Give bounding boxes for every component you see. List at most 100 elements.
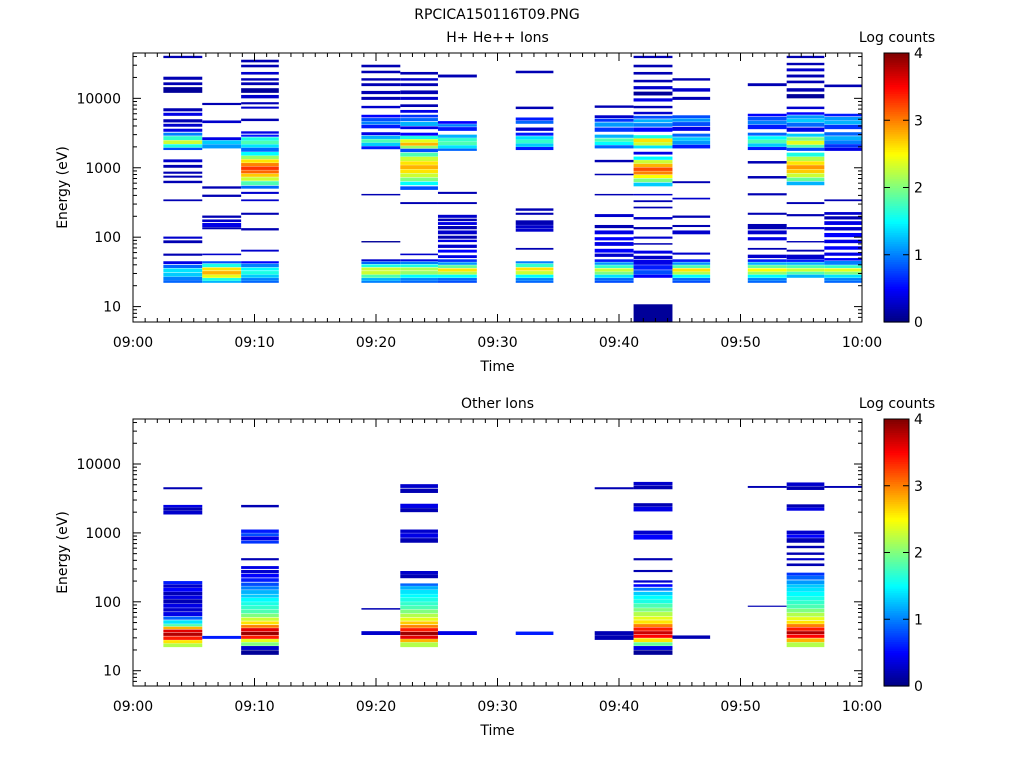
heatmap-cell (400, 642, 438, 648)
heatmap-cell (824, 136, 862, 141)
heatmap-cell (633, 227, 673, 230)
heatmap-cell (163, 608, 203, 612)
heatmap-cell (633, 534, 673, 540)
heatmap-cell (163, 591, 203, 596)
heatmap-cell (786, 68, 825, 72)
colorbar-segment (884, 216, 909, 220)
heatmap-cell (241, 199, 279, 202)
colorbar-segment (884, 461, 909, 465)
colorbar-segment (884, 77, 909, 81)
heatmap-cell (361, 96, 401, 100)
colorbar-segment (884, 441, 909, 445)
heatmap-cell (241, 82, 279, 86)
heatmap-cell (400, 508, 438, 513)
heatmap-cell (786, 563, 825, 567)
heatmap-cell (361, 267, 401, 271)
colorbar-segment (884, 565, 909, 569)
y-axis-label: Energy (eV) (55, 146, 71, 229)
colorbar-segment (884, 579, 909, 583)
heatmap-cell (202, 144, 242, 149)
heatmap-cell (241, 278, 279, 281)
heatmap-cell (672, 215, 711, 218)
colorbar-segment (884, 178, 909, 182)
heatmap-cell (633, 481, 673, 486)
heatmap-cells (163, 55, 862, 322)
colorbar-segment (884, 516, 909, 520)
heatmap-cell (633, 105, 673, 109)
heatmap-cell (786, 274, 825, 278)
heatmap-cell (633, 595, 673, 599)
colorbar-segment (884, 650, 909, 654)
heatmap-cell (824, 199, 862, 202)
heatmap-cell (824, 132, 862, 136)
heatmap-cell (672, 265, 711, 268)
heatmap-cell (361, 105, 401, 109)
colorbar-segment (884, 528, 909, 531)
heatmap-cell (747, 113, 787, 117)
heatmap-cell (633, 64, 673, 68)
heatmap-cell (786, 642, 825, 648)
colorbar-segment (884, 623, 909, 627)
heatmap-cell (163, 632, 203, 636)
x-tick-label: 09:50 (720, 699, 760, 715)
heatmap-cell (163, 507, 203, 511)
heatmap-cell (672, 271, 711, 275)
colorbar-segment (884, 494, 909, 498)
colorbar-segment (884, 151, 909, 155)
colorbar-segment (884, 82, 909, 85)
heatmap-cell (241, 140, 279, 145)
heatmap-cell (437, 121, 477, 124)
colorbar-segment (884, 436, 909, 440)
heatmap-cell (241, 191, 279, 194)
colorbar-segment (884, 297, 909, 301)
colorbar-segment (884, 670, 909, 674)
heatmap-cell (241, 566, 279, 569)
colorbar-segment (884, 209, 909, 213)
heatmap-cell (786, 115, 825, 119)
heatmap-cell (163, 587, 203, 592)
heatmap-cell (747, 485, 787, 488)
heatmap-cell (672, 262, 711, 265)
heatmap-cell (594, 193, 634, 196)
colorbar-segment (884, 120, 909, 124)
heatmap-cell (400, 145, 438, 149)
colorbar-segment (884, 167, 909, 171)
heatmap-cell (747, 278, 787, 281)
heatmap-cell (786, 249, 825, 252)
heatmap-cell (361, 139, 401, 143)
heatmap-cell (633, 145, 673, 149)
colorbar-segment (884, 310, 909, 314)
heatmap-cell (241, 536, 279, 541)
heatmap-cell (672, 635, 711, 639)
colorbar-label: Log counts (859, 30, 935, 46)
heatmap-cell (747, 280, 787, 283)
colorbar-segment (884, 232, 909, 236)
colorbar-segment (884, 454, 909, 458)
heatmap-cell (163, 119, 203, 123)
heatmap-cell (515, 70, 554, 74)
colorbar-segment (884, 439, 909, 442)
heatmap-cell (241, 621, 279, 625)
heatmap-cell (163, 612, 203, 617)
heatmap-cell (515, 120, 554, 124)
colorbar-segment (884, 492, 909, 496)
colorbar-segment (884, 75, 909, 79)
colorbar-segment (884, 534, 909, 538)
heatmap-cell (633, 98, 673, 102)
colorbar-segment (884, 621, 909, 625)
colorbar-segment (884, 532, 909, 536)
heatmap-cell (786, 144, 825, 148)
heatmap-cell (633, 503, 673, 507)
colorbar-segment (884, 306, 909, 310)
heatmap-cell (241, 274, 279, 278)
heatmap-cell (633, 206, 673, 209)
colorbar-segment (884, 628, 909, 631)
y-tick-label: 10000 (76, 91, 121, 107)
heatmap-cell (400, 83, 438, 87)
heatmap-cell (633, 178, 673, 183)
heatmap-cell (400, 538, 438, 543)
colorbar-segment (884, 601, 909, 605)
heatmap-cell (400, 278, 438, 281)
heatmap-cell (747, 83, 787, 87)
heatmap-cell (241, 628, 279, 632)
